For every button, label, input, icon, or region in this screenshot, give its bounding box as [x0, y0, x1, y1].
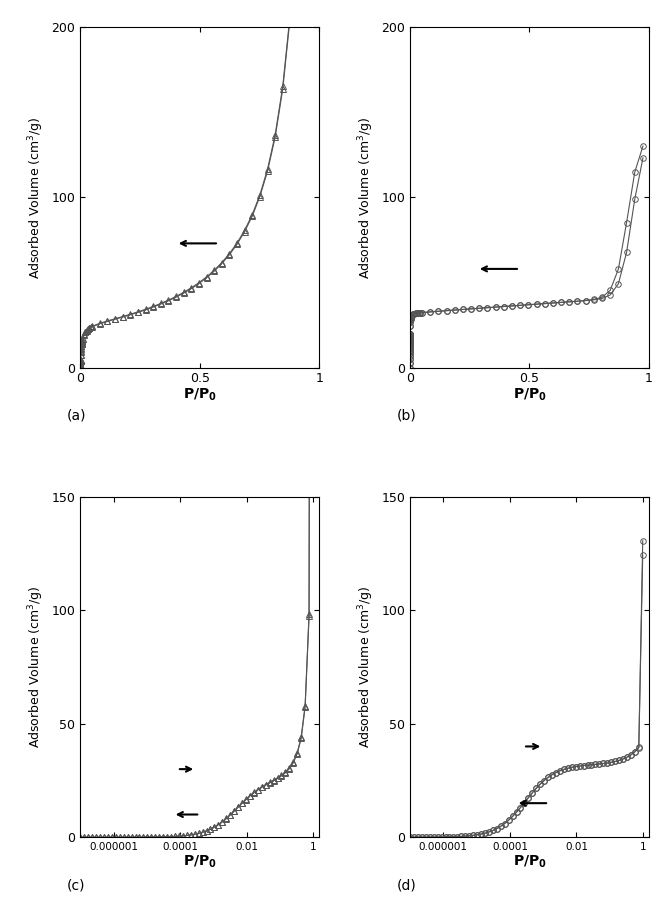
X-axis label: $\mathbf{P/P_0}$: $\mathbf{P/P_0}$ [512, 387, 547, 403]
X-axis label: $\mathbf{P/P_0}$: $\mathbf{P/P_0}$ [183, 387, 217, 403]
X-axis label: $\mathbf{P/P_0}$: $\mathbf{P/P_0}$ [512, 854, 547, 870]
Text: (a): (a) [67, 409, 86, 422]
Y-axis label: Adsorbed Volume (cm$^3$/g): Adsorbed Volume (cm$^3$/g) [26, 586, 46, 748]
Text: (d): (d) [397, 878, 416, 892]
X-axis label: $\mathbf{P/P_0}$: $\mathbf{P/P_0}$ [183, 854, 217, 870]
Text: (b): (b) [397, 409, 416, 422]
Y-axis label: Adsorbed Volume (cm$^3$/g): Adsorbed Volume (cm$^3$/g) [356, 586, 376, 748]
Y-axis label: Adsorbed Volume (cm$^3$/g): Adsorbed Volume (cm$^3$/g) [26, 116, 46, 278]
Y-axis label: Adsorbed Volume (cm$^3$/g): Adsorbed Volume (cm$^3$/g) [356, 116, 376, 278]
Text: (c): (c) [67, 878, 86, 892]
